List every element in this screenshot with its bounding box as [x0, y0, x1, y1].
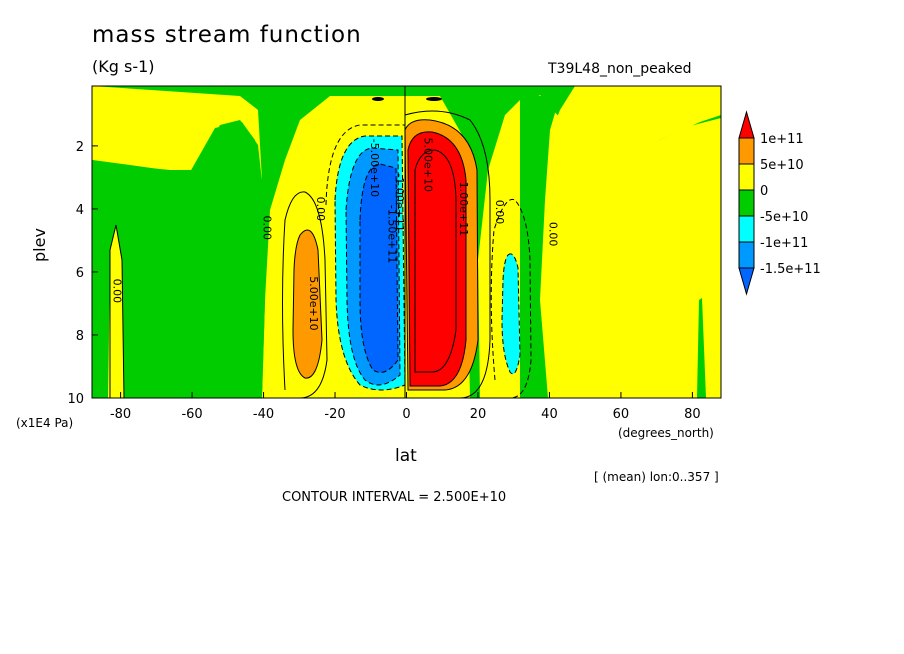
contour-line-north-cyan	[501, 253, 521, 375]
contour-line-s1	[334, 135, 406, 391]
x-axis-label: lat	[395, 446, 417, 466]
x-axis-units: (degrees_north)	[618, 426, 714, 440]
x-axis-ticks: -80 -60 -40 -20 0 20 40 60 80	[110, 392, 701, 422]
x-tick-label: 0	[402, 407, 410, 422]
contour-line-n0	[404, 110, 491, 398]
colorbar-bottom-triangle	[738, 267, 755, 296]
contour-interval: CONTOUR INTERVAL = 2.500E+10	[282, 490, 507, 505]
y-tick-label: 10	[67, 392, 84, 407]
run-label: T39L48_non_peaked	[548, 61, 692, 77]
colorbar-top-triangle	[738, 110, 755, 139]
south-polar-sliver-2	[108, 240, 122, 398]
northern-cell-core	[408, 131, 466, 386]
chart-title: mass stream function	[92, 22, 362, 48]
contour-label: 0.00	[110, 279, 123, 304]
colorbar: 1e+11 5e+10 0 -5e+10 -1e+11 -1.5e+11	[738, 110, 821, 296]
contour-line-polar	[109, 224, 125, 398]
y-tick-label: 6	[76, 266, 84, 281]
x-tick-label: -20	[324, 407, 345, 422]
contour-label: -5.00e+10	[368, 139, 381, 197]
y-tick-label: 2	[76, 140, 84, 155]
right-yellow-strip	[535, 86, 721, 398]
colorbar-label: 5e+10	[760, 158, 804, 173]
north-polar-sliver	[697, 298, 706, 398]
contour-lines	[109, 86, 532, 398]
left-green-region	[92, 122, 265, 398]
colorbar-label: -5e+10	[760, 210, 808, 225]
contour-line-s0	[325, 124, 405, 206]
colorbar-swatch	[738, 137, 755, 165]
colorbar-swatch	[738, 241, 755, 269]
contour-label: 0.00	[314, 197, 327, 222]
contour-line-n1	[404, 119, 479, 391]
colorbar-swatch	[738, 163, 755, 191]
y-tick-label: 4	[76, 203, 84, 218]
x-tick-label: -40	[253, 407, 274, 422]
contour-label: 0.00	[546, 222, 559, 247]
contour-line-n2	[407, 131, 467, 387]
y-tick-label: 8	[76, 329, 84, 344]
y-axis-ticks: 2 4 6 8 10	[67, 140, 98, 407]
x-tick-label: 60	[613, 407, 630, 422]
southern-orange-lobe	[293, 230, 322, 379]
colorbar-swatch	[738, 189, 755, 217]
contour-label: 0.00	[261, 216, 274, 241]
contour-label: 5.00e+10	[307, 276, 320, 330]
x-tick-label: 20	[470, 407, 487, 422]
chart-units: (Kg s-1)	[92, 57, 155, 76]
south-thin-sliver	[145, 318, 150, 398]
colorbar-label: -1e+11	[760, 236, 808, 251]
contour-line-n3	[414, 149, 457, 373]
x-tick-label: -60	[181, 407, 202, 422]
contour-label: 1.00e+11	[457, 182, 470, 236]
contour-line-s3	[359, 163, 399, 373]
contour-label: -1.00e+11	[393, 173, 406, 231]
x-tick-label: 40	[541, 407, 558, 422]
y-axis-units: (x1E4 Pa)	[16, 416, 74, 430]
contour-label: 0.00	[493, 200, 506, 225]
contour-label: -1.50e+11	[386, 205, 399, 263]
colorbar-label: 1e+11	[760, 132, 804, 147]
colorbar-label: 0	[760, 184, 768, 199]
top-blob-right	[426, 97, 442, 101]
contour-labels: 0.00 0.00 -5.00e+10 -1.00e+11-1.50e+11 5.00e…	[110, 138, 559, 331]
contour-label: 5.00e+10	[421, 138, 434, 192]
contour-line-s2	[345, 147, 401, 386]
colorbar-swatch	[738, 215, 755, 243]
northern-cyan-lobe	[502, 253, 520, 374]
contour-line-orange	[292, 229, 323, 379]
x-tick-label: 80	[684, 407, 701, 422]
top-blob-left	[372, 97, 384, 101]
southern-cell-core	[360, 164, 398, 373]
mean-note: [ (mean) lon:0..357 ]	[594, 470, 719, 484]
contour-line-north-negative	[490, 198, 532, 398]
x-tick-label: -80	[110, 407, 131, 422]
contour-line-south-positive	[282, 191, 328, 398]
colorbar-label: -1.5e+11	[760, 262, 821, 277]
plot-area	[92, 86, 721, 398]
